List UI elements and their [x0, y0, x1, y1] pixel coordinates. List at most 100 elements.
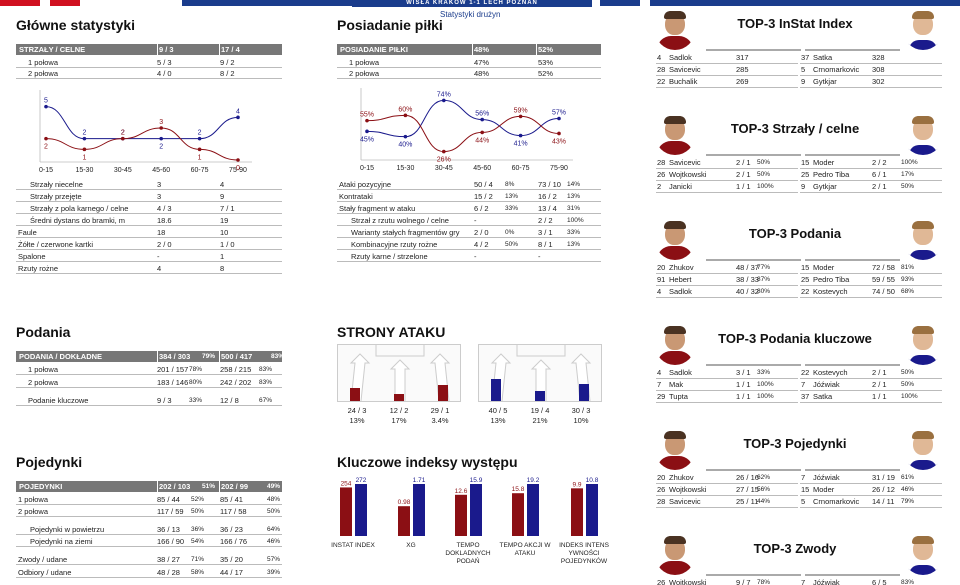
- shirt: [905, 456, 941, 470]
- data-point: [480, 117, 484, 122]
- row-away: 166 / 76: [220, 537, 248, 546]
- row-away: 53%: [538, 58, 554, 67]
- index-bar: [340, 487, 352, 536]
- row-label: Strzały niecelne: [30, 180, 83, 189]
- player-row: 9 Gytkjar 302: [800, 76, 942, 88]
- attack-share-bar: [491, 379, 501, 401]
- player-pct: 100%: [757, 393, 774, 400]
- player-pct: 80%: [757, 288, 771, 295]
- row-label: 1 połowa: [28, 365, 59, 374]
- row-home-pct: 50%: [505, 241, 519, 248]
- data-point: [557, 131, 561, 136]
- attack-count: 29 / 1: [430, 406, 450, 415]
- player-value: 1 / 1: [872, 392, 887, 401]
- row-label: 1 połowa: [28, 58, 59, 67]
- player-pct: 68%: [901, 288, 915, 295]
- header-label: STRZAŁY / CELNE: [19, 45, 86, 54]
- table-row: 1 połowa 85 / 44 52% 85 / 41 48%: [16, 494, 282, 505]
- row-away: 85 / 41: [220, 495, 243, 504]
- player-row: 25 Pedro Tiba 59 / 55 93%: [800, 274, 942, 286]
- data-point: [557, 116, 561, 121]
- data-point: [480, 130, 484, 135]
- player-number: 26: [657, 485, 666, 494]
- series-line: [45, 106, 239, 140]
- attack-field: [337, 344, 461, 402]
- penalty-box: [375, 345, 425, 357]
- index-value-label: 19.2: [527, 477, 540, 484]
- index-bar: [512, 493, 524, 536]
- row-home: -: [474, 252, 477, 261]
- player-row: 2 Janicki 1 / 1 100%: [656, 181, 798, 193]
- data-label: 59%: [514, 107, 528, 114]
- attack-label: 12 / 2 17%: [379, 406, 419, 426]
- player-value: 38 / 33: [736, 275, 759, 284]
- player-row: 26 Wojtkowski 9 / 7 78%: [656, 577, 798, 585]
- header-away: 500 / 417: [221, 352, 253, 361]
- row-away-pct: 57%: [267, 556, 281, 563]
- row-home: -: [474, 216, 477, 225]
- header-away: 17 / 4: [221, 45, 240, 54]
- player-name: Moder: [813, 263, 835, 272]
- hair: [664, 11, 686, 19]
- player-name: Moder: [813, 158, 835, 167]
- player-pct: 100%: [901, 159, 918, 166]
- row-away: 1: [220, 252, 225, 261]
- table-row: Ataki pozycyjne 50 / 4 8% 73 / 10 14%: [337, 179, 601, 190]
- row-away: 117 / 58: [220, 507, 247, 516]
- row-home-pct: 33%: [505, 205, 519, 212]
- player-row: 7 Jóźwiak 31 / 19 61%: [800, 472, 942, 484]
- player-name: Moder: [813, 485, 835, 494]
- player-number: 15: [801, 263, 810, 272]
- data-point: [44, 136, 48, 141]
- x-tick-label: 30-45: [435, 165, 453, 172]
- player-number: 20: [657, 263, 666, 272]
- row-label: Odbiory / udane: [18, 568, 72, 577]
- row-label: Rzuty karne / strzelone: [351, 252, 428, 261]
- shirt: [905, 36, 941, 50]
- header-home: 48%: [474, 45, 490, 54]
- data-point: [121, 136, 125, 141]
- row-home: 4 / 3: [157, 204, 172, 213]
- player-row: 37 Satka 1 / 1 100%: [800, 391, 942, 403]
- row-home-pct: 0%: [505, 229, 515, 236]
- player-name: Wojtkowski: [669, 485, 707, 494]
- row-label: Spalone: [18, 252, 46, 261]
- row-away: 36 / 23: [220, 525, 243, 534]
- attack-label: 19 / 4 21%: [520, 406, 560, 426]
- player-value: 2 / 1: [736, 158, 751, 167]
- player-name: Savicevic: [669, 497, 701, 506]
- player-value: 302: [872, 77, 885, 86]
- page-subtitle: Statystyki drużyn: [440, 10, 501, 19]
- row-home: 48 / 28: [157, 568, 180, 577]
- index-value-label: 272: [356, 477, 367, 484]
- x-tick-label: 60-75: [512, 165, 530, 172]
- header-away: 52%: [538, 45, 554, 54]
- player-row: 5 Crnomarkovic 14 / 11 79%: [800, 496, 942, 508]
- row-away: 1 / 0: [220, 240, 235, 249]
- table-row: Strzały przejęte 3 9: [16, 191, 282, 202]
- player-pct: 50%: [901, 369, 915, 376]
- row-home-pct: 36%: [191, 526, 205, 533]
- table-row: 2 połowa 183 / 146 80% 242 / 202 83%: [16, 377, 282, 388]
- row-label: Strzały przejęte: [30, 192, 82, 201]
- player-pct: 81%: [901, 264, 915, 271]
- row-away-pct: 13%: [567, 241, 581, 248]
- index-bar: [455, 494, 467, 536]
- index-category-label: PODAŃ: [456, 556, 479, 565]
- row-away-pct: 83%: [259, 379, 273, 386]
- player-row: 15 Moder 26 / 12 46%: [800, 484, 942, 496]
- player-row: 26 Wojtkowski 2 / 1 50%: [656, 169, 798, 181]
- index-value-label: 254: [341, 480, 352, 487]
- index-bar: [571, 488, 583, 536]
- index-category-label: POJEDYNKÓW: [561, 556, 608, 565]
- row-home: 4: [157, 264, 162, 273]
- index-category-label: ATAKU: [515, 550, 536, 557]
- table-row: Warianty stałych fragmentów gry 2 / 0 0% 3 …: [337, 227, 601, 238]
- player-value: 269: [736, 77, 749, 86]
- player-name: Zhukov: [669, 263, 694, 272]
- player-value: 285: [736, 65, 749, 74]
- row-home: 6 / 2: [474, 204, 489, 213]
- player-name: Satka: [813, 53, 833, 62]
- player-row: 7 Mak 1 / 1 100%: [656, 379, 798, 391]
- row-home-pct: 52%: [191, 496, 205, 503]
